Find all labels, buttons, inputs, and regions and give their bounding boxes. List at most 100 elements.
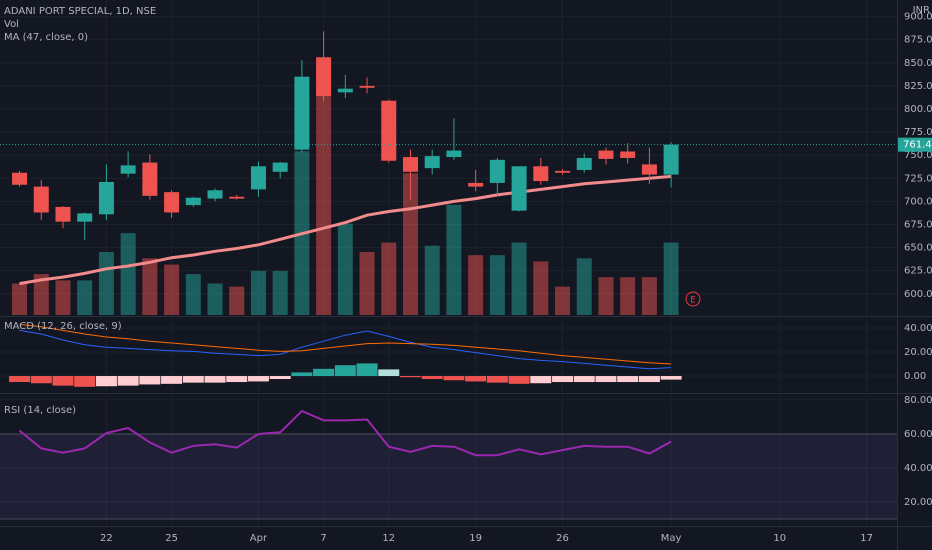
candle-body	[120, 165, 136, 174]
y-tick-label: 60.00	[904, 429, 932, 440]
volume-bar	[424, 245, 440, 315]
volume-bar	[598, 277, 614, 315]
y-tick-label: 20.00	[904, 347, 932, 358]
symbol-title: ADANI PORT SPECIAL, 1D, NSE	[4, 6, 156, 17]
histogram-bar	[95, 376, 117, 387]
x-tick-label: May	[661, 533, 682, 544]
volume-bar	[164, 264, 180, 315]
candle-body	[598, 150, 614, 159]
x-tick-label: 25	[165, 533, 178, 544]
currency-label: INR	[913, 5, 930, 16]
y-tick-label: 40.00	[904, 323, 932, 334]
volume-bar	[337, 223, 353, 315]
signal-line	[19, 323, 672, 365]
candle-body	[294, 76, 310, 150]
histogram-bar	[508, 376, 530, 384]
y-tick-label: 625.00	[904, 266, 932, 277]
candle-body	[468, 182, 484, 187]
candle-body	[359, 85, 375, 88]
histogram-bar	[334, 365, 356, 377]
volume-bar	[620, 277, 636, 315]
histogram-bar	[638, 376, 660, 383]
ma-line	[19, 174, 672, 286]
y-tick-label: 20.00	[904, 497, 932, 508]
candle-body	[12, 172, 28, 185]
volume-bar	[489, 255, 505, 315]
earnings-marker[interactable]	[685, 291, 701, 307]
histogram-bar	[139, 376, 161, 385]
candle-body	[207, 190, 223, 199]
candle-body	[337, 88, 353, 93]
histogram-bar	[52, 376, 74, 386]
volume-bar	[381, 242, 397, 315]
histogram-bar	[595, 376, 617, 383]
y-tick-label: 600.00	[904, 289, 932, 300]
volume-bar	[77, 280, 93, 315]
candle-body	[272, 162, 288, 172]
candle-body	[620, 151, 636, 158]
histogram-bar	[9, 376, 31, 383]
volume-bar	[142, 258, 158, 315]
histogram-bar	[378, 369, 400, 377]
candle-body	[316, 57, 332, 97]
x-tick-label: 22	[100, 533, 113, 544]
candle-body	[555, 170, 571, 173]
candle-body	[98, 181, 114, 215]
y-tick-label: 725.00	[904, 173, 932, 184]
histogram-bar	[552, 376, 574, 383]
x-tick-label: 17	[860, 533, 873, 544]
candle-body	[164, 192, 180, 213]
y-tick-label: 650.00	[904, 243, 932, 254]
histogram-bar	[313, 368, 335, 377]
y-tick-label: 40.00	[904, 463, 932, 474]
volume-bar	[207, 283, 223, 315]
volume-bar	[533, 261, 549, 315]
y-tick-label: 700.00	[904, 196, 932, 207]
candle-body	[511, 166, 527, 211]
earnings-label[interactable]: E	[690, 296, 696, 306]
histogram-bar	[117, 376, 139, 386]
y-tick-label: 675.00	[904, 219, 932, 230]
histogram-bar	[74, 376, 96, 387]
histogram-bar	[660, 376, 682, 380]
histogram-bar	[530, 376, 552, 384]
last-price-label: 761.40	[903, 140, 932, 151]
histogram-bar	[226, 376, 248, 383]
histogram-bar	[204, 376, 226, 383]
y-tick-label: 750.00	[904, 150, 932, 161]
y-tick-label: 800.00	[904, 104, 932, 115]
volume-bar	[229, 286, 245, 315]
candle-body	[229, 196, 245, 199]
macd-label: MACD (12, 26, close, 9)	[4, 321, 122, 332]
candle-body	[641, 164, 657, 175]
x-tick-label: 5	[0, 533, 1, 544]
volume-bar	[12, 283, 28, 315]
x-tick-label: Apr	[250, 533, 268, 544]
y-tick-label: 0.00	[904, 371, 926, 382]
volume-bar	[98, 252, 114, 315]
candle-body	[381, 100, 397, 161]
volume-bar	[185, 274, 201, 315]
x-tick-label: 26	[556, 533, 569, 544]
candle-body	[663, 144, 679, 175]
histogram-bar	[421, 376, 443, 380]
volume-bar	[33, 274, 49, 315]
histogram-bar	[356, 363, 378, 377]
candle-body	[250, 166, 266, 190]
x-tick-label: 19	[469, 533, 482, 544]
last-price-box	[898, 137, 932, 152]
volume-bar	[576, 258, 592, 315]
volume-bar	[55, 280, 71, 315]
histogram-bar	[486, 376, 508, 383]
histogram-bar	[161, 376, 183, 384]
x-tick-label: 12	[382, 533, 395, 544]
candle-body	[489, 159, 505, 183]
candle-body	[77, 213, 93, 222]
x-tick-label: 10	[773, 533, 786, 544]
candle-body	[402, 157, 418, 172]
volume-bar	[316, 66, 332, 316]
candle-body	[33, 186, 49, 213]
volume-bar	[641, 277, 657, 315]
candle-body	[424, 156, 440, 169]
